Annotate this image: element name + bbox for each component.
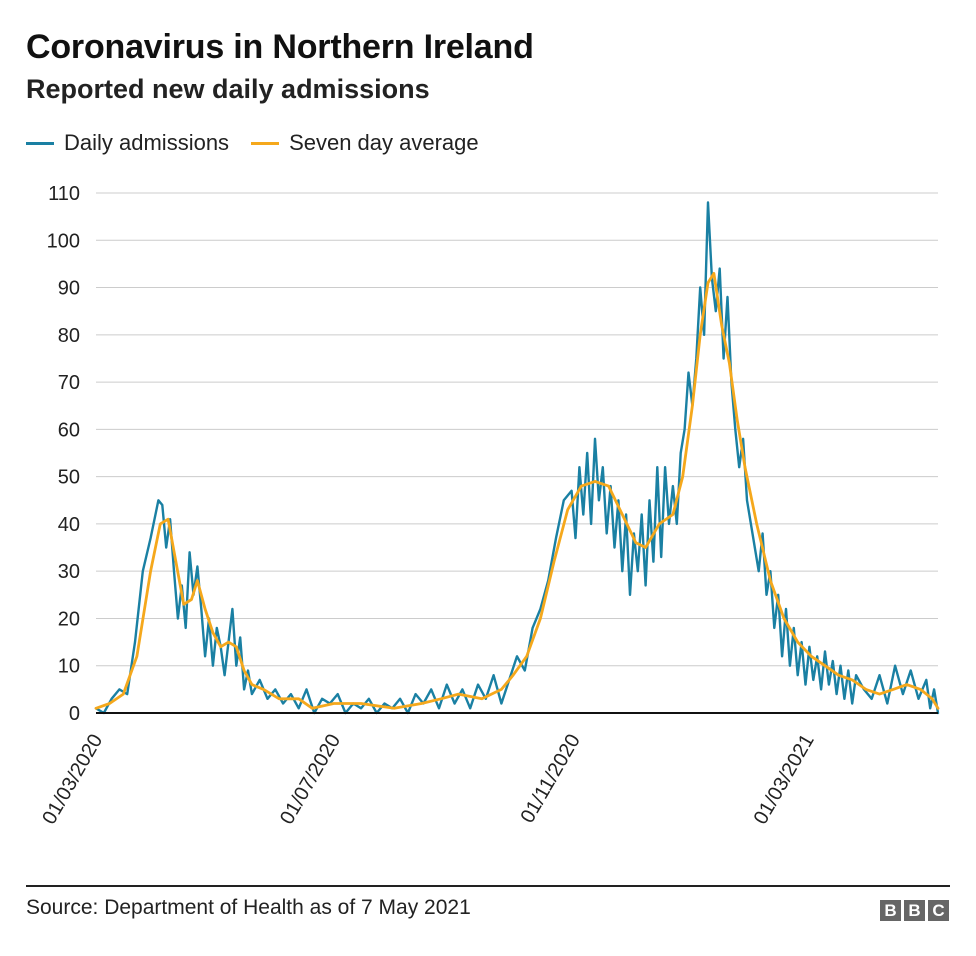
gridlines [96, 192, 938, 667]
source-note: Source: Department of Health as of 7 May… [26, 896, 471, 919]
chart-legend: Daily admissions Seven day average [26, 130, 501, 156]
series-line-average [94, 272, 940, 710]
chart-subtitle: Reported new daily admissions [26, 74, 430, 104]
x-tick-label: 01/07/2020 [276, 731, 345, 829]
bbc-logo-letter: B [904, 900, 925, 921]
legend-swatch-daily [26, 141, 54, 145]
y-tick-label: 100 [47, 230, 80, 252]
x-tick-label: 01/11/2020 [516, 731, 584, 827]
footer-divider [26, 885, 950, 887]
y-tick-label: 20 [58, 608, 80, 630]
x-tick-label: 01/03/2021 [750, 731, 819, 829]
y-tick-label: 30 [58, 561, 80, 583]
bbc-logo: B B C [880, 900, 949, 921]
y-tick-label: 70 [58, 372, 80, 394]
y-tick-label: 0 [69, 703, 80, 725]
y-axis-ticks: 0 10 20 30 40 50 60 70 80 90 100 110 [47, 183, 80, 725]
series-lines [94, 201, 940, 715]
legend-item-daily: Daily admissions [26, 130, 229, 156]
series-line-daily [94, 201, 940, 715]
legend-label-average: Seven day average [289, 130, 479, 155]
bbc-logo-letter: B [880, 900, 901, 921]
legend-item-average: Seven day average [251, 130, 479, 156]
chart-title: Coronavirus in Northern Ireland [26, 28, 534, 66]
legend-swatch-average [251, 141, 280, 145]
y-tick-label: 50 [58, 467, 80, 489]
y-tick-label: 60 [58, 419, 80, 441]
x-tick-label: 01/03/2020 [38, 731, 107, 829]
y-tick-label: 10 [58, 656, 80, 678]
y-tick-label: 80 [58, 325, 80, 347]
legend-label-daily: Daily admissions [64, 130, 230, 155]
y-tick-label: 90 [58, 278, 80, 300]
y-tick-label: 110 [48, 183, 80, 205]
x-axis-ticks: 01/03/2020 01/07/2020 01/11/2020 01/03/2021 [38, 731, 819, 829]
y-tick-label: 40 [58, 514, 80, 536]
bbc-logo-letter: C [928, 900, 949, 921]
